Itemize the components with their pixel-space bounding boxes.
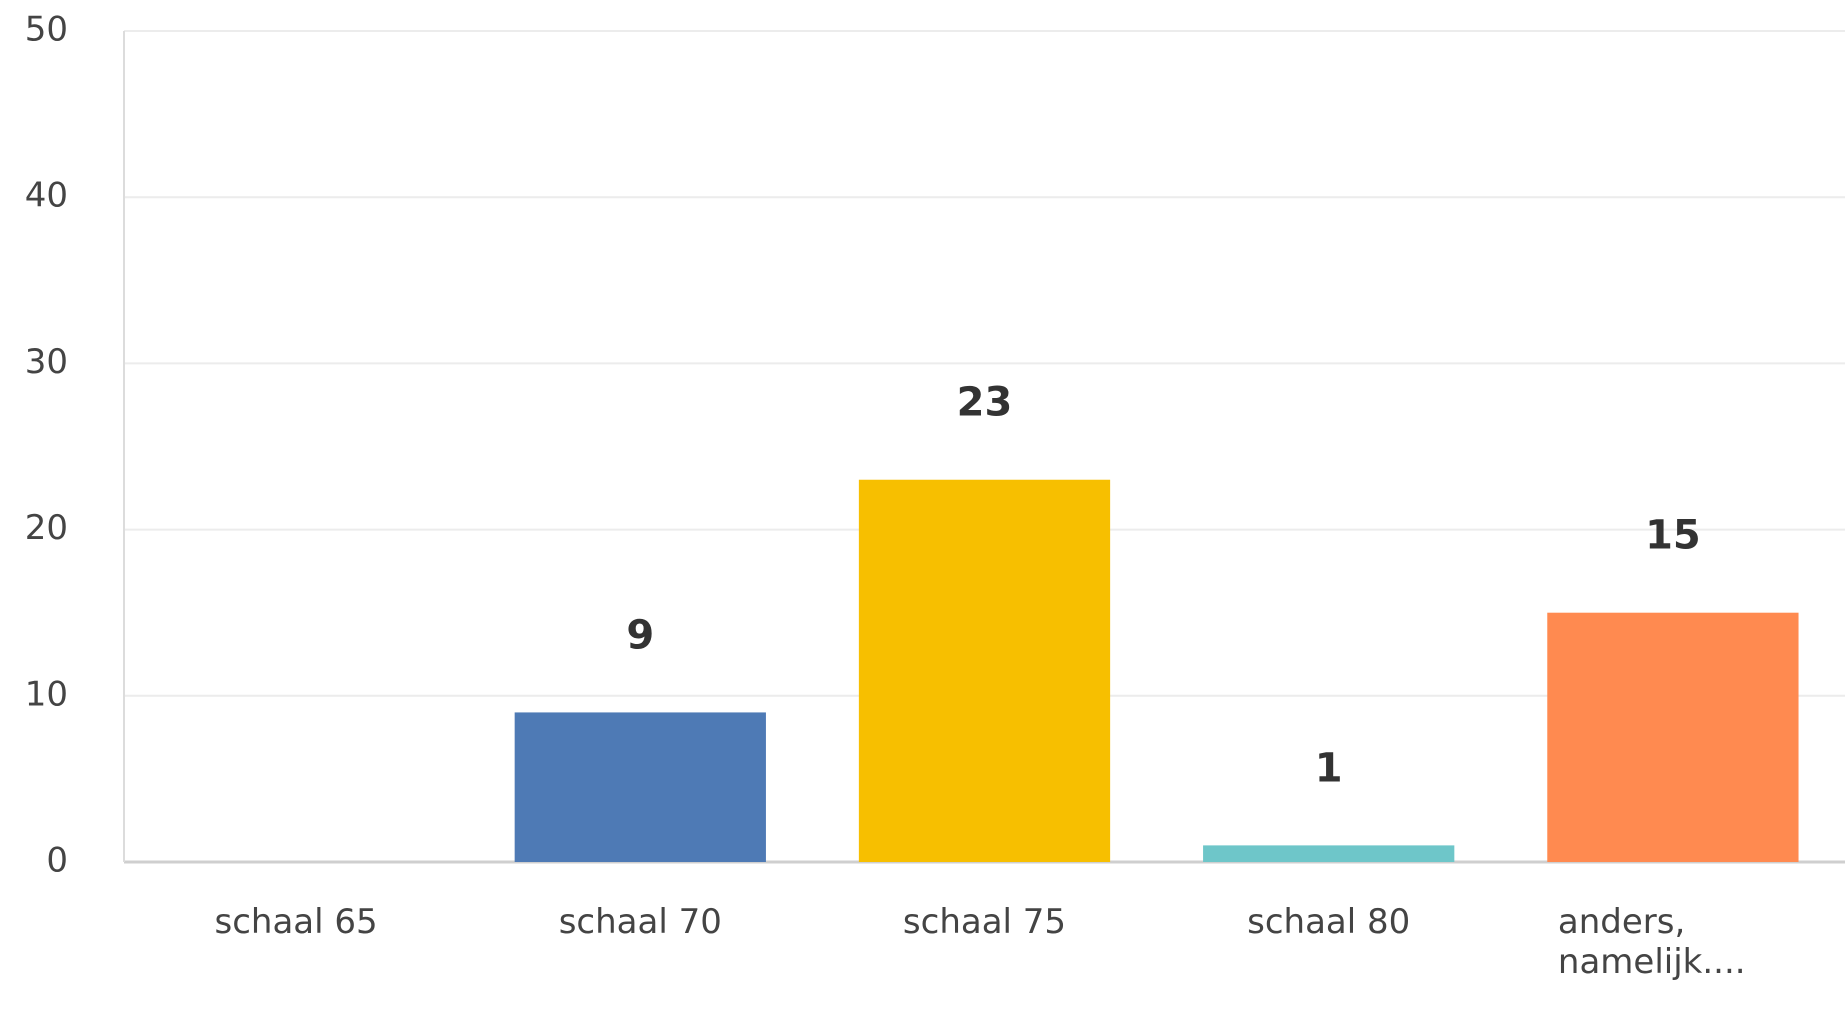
x-tick-label: schaal 80 bbox=[1247, 902, 1411, 942]
x-tick-label-box: schaal 65 bbox=[124, 902, 468, 942]
x-tick-label-wrap: schaal 70 bbox=[468, 902, 812, 942]
x-tick-label-box: anders, namelijk.... bbox=[1501, 902, 1845, 982]
bar bbox=[858, 479, 1111, 862]
x-tick-label: schaal 70 bbox=[558, 902, 722, 942]
y-tick-label: 40 bbox=[25, 176, 68, 216]
data-label: 15 bbox=[1645, 513, 1701, 559]
y-tick-label: 10 bbox=[25, 674, 68, 714]
x-tick-label: schaal 65 bbox=[214, 902, 378, 942]
data-label: 9 bbox=[626, 612, 654, 658]
y-tick-label: 20 bbox=[25, 508, 68, 548]
x-tick-label-wrap: anders, namelijk.... bbox=[1501, 902, 1845, 982]
x-tick-label: schaal 75 bbox=[902, 902, 1067, 942]
x-tick-label-box: schaal 70 bbox=[468, 902, 812, 942]
x-tick-label-wrap: schaal 75 bbox=[812, 902, 1156, 942]
y-tick-label: 50 bbox=[25, 10, 68, 50]
data-label: 1 bbox=[1315, 745, 1343, 791]
x-tick-label-box: schaal 80 bbox=[1157, 902, 1501, 942]
bar bbox=[1547, 612, 1799, 862]
y-tick-label: 30 bbox=[25, 342, 68, 382]
x-tick-label: anders, namelijk.... bbox=[1557, 902, 1746, 982]
bar bbox=[514, 712, 766, 862]
x-tick-label-wrap: schaal 65 bbox=[124, 902, 468, 942]
bar bbox=[1203, 845, 1455, 862]
x-tick-label-wrap: schaal 80 bbox=[1157, 902, 1501, 942]
y-tick-label: 0 bbox=[46, 841, 68, 881]
x-tick-label-box: schaal 75 bbox=[812, 902, 1156, 942]
data-label: 23 bbox=[957, 380, 1013, 426]
